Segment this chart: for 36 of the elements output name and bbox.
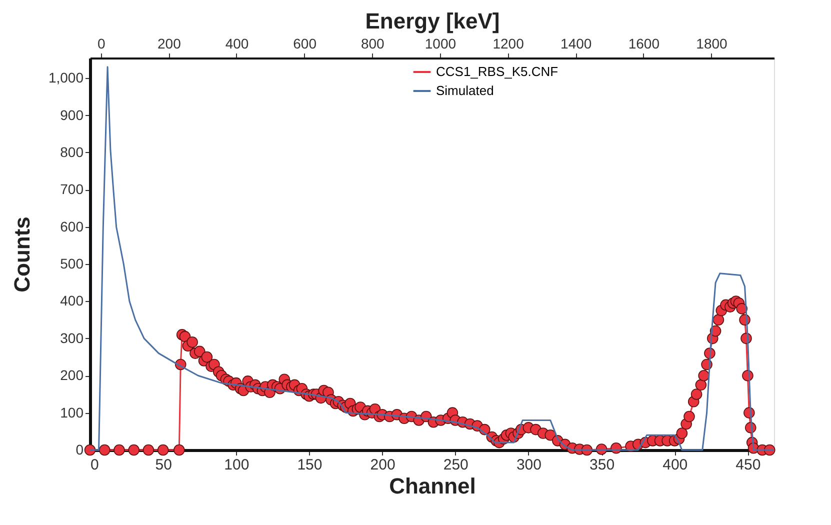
x2-tick-label: 1000	[424, 36, 456, 52]
x-tick-label: 250	[443, 456, 468, 474]
y-tick-label: 0	[76, 442, 84, 458]
x2-tick-label: 0	[97, 36, 106, 52]
x2-tick-label: 800	[360, 36, 385, 52]
y-tick-label: 300	[60, 330, 84, 346]
x-tick-label: 50	[155, 456, 172, 474]
x2-tick-label: 200	[157, 36, 182, 52]
x2-tick-label: 1800	[696, 36, 728, 52]
y-tick-label: 500	[60, 256, 84, 272]
legend-label: Simulated	[436, 83, 494, 98]
x-axis-title: Channel	[389, 474, 476, 498]
y-tick-label: 600	[60, 218, 84, 234]
x-tick-label: 150	[297, 456, 322, 474]
x-tick-label: 350	[590, 456, 615, 474]
x2-axis-title: Energy [keV]	[365, 8, 500, 34]
x-tick-label: 400	[662, 456, 688, 474]
x-tick-label: 200	[370, 456, 396, 474]
y-tick-label: 800	[60, 144, 84, 160]
y-axis-title: Counts	[9, 216, 34, 292]
y-tick-label: 900	[60, 106, 84, 123]
x-tick-label: 0	[90, 456, 99, 474]
legend-label: CCS1_RBS_K5.CNF	[436, 64, 558, 79]
y-tick-label: 700	[60, 181, 84, 198]
x-tick-label: 100	[224, 456, 250, 474]
x2-tick-label: 1200	[492, 36, 524, 52]
x-tick-label: 450	[736, 456, 761, 474]
y-tick-label: 200	[60, 367, 84, 384]
x2-tick-label: 400	[225, 36, 249, 52]
x2-tick-label: 600	[293, 36, 317, 52]
x2-tick-label: 1400	[560, 36, 592, 52]
y-tick-label: 400	[60, 292, 84, 309]
x2-tick-label: 1600	[628, 36, 660, 52]
y-tick-label: 1,000	[48, 70, 84, 86]
y-tick-label: 100	[60, 404, 84, 420]
x-tick-label: 300	[516, 456, 542, 474]
